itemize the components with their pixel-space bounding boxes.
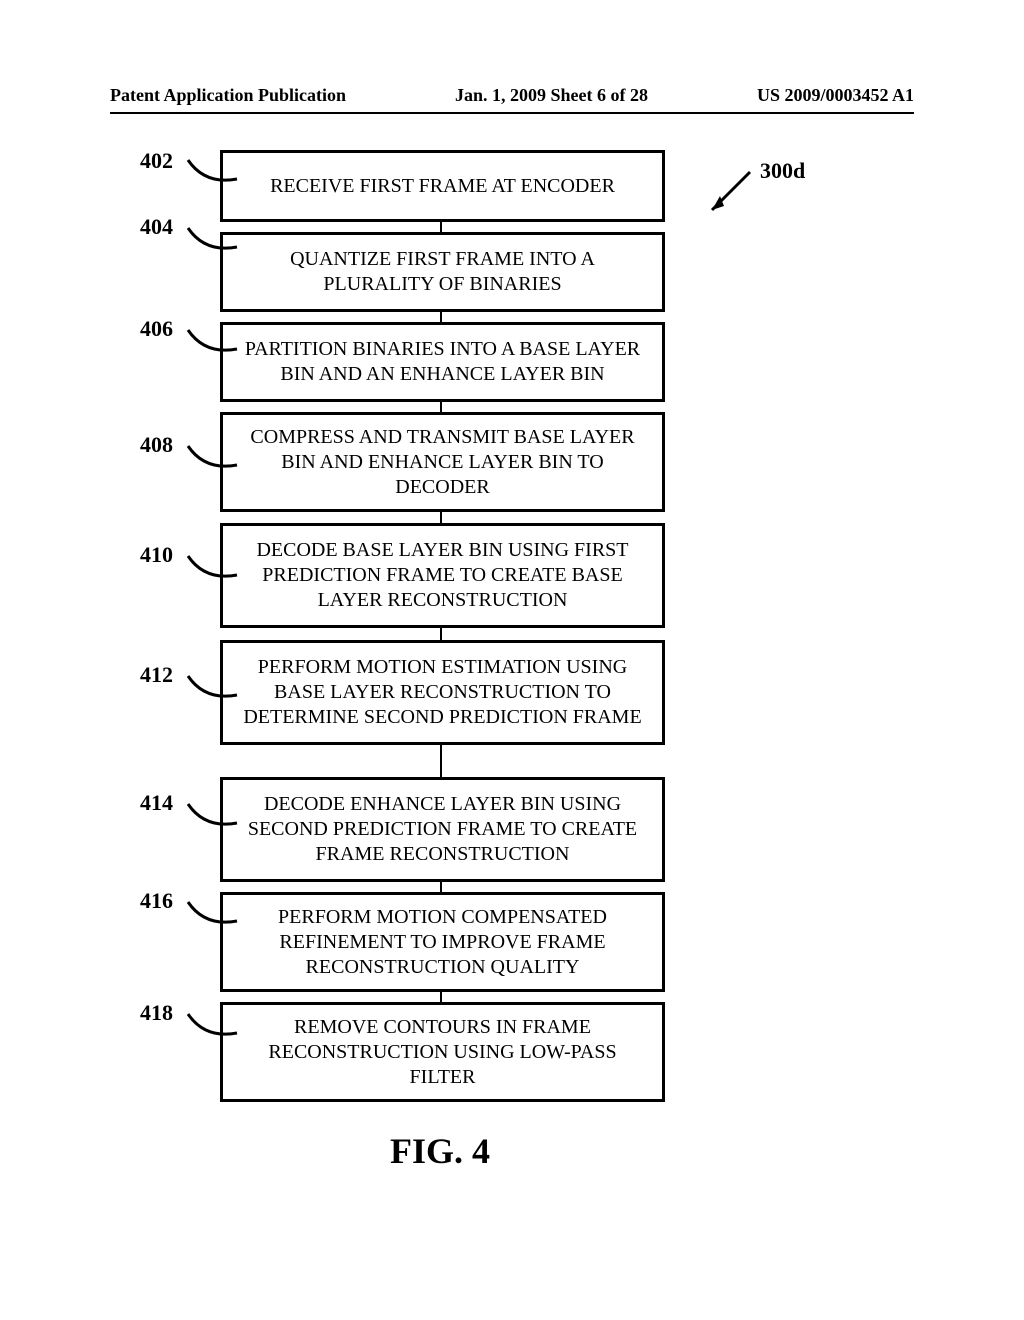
flow-step-ref: 404 bbox=[140, 214, 173, 240]
flow-connector bbox=[440, 882, 442, 892]
flow-connector bbox=[440, 402, 442, 412]
flow-step-box: QUANTIZE FIRST FRAME INTO A PLURALITY OF… bbox=[220, 232, 665, 312]
leader-line bbox=[185, 157, 240, 187]
pointer-label: 300d bbox=[760, 158, 805, 184]
flow-step-box: RECEIVE FIRST FRAME AT ENCODER bbox=[220, 150, 665, 222]
flow-step-ref: 412 bbox=[140, 662, 173, 688]
leader-line bbox=[185, 1011, 240, 1041]
header-rule bbox=[110, 112, 914, 114]
flow-step-box: PARTITION BINARIES INTO A BASE LAYER BIN… bbox=[220, 322, 665, 402]
leader-line bbox=[185, 899, 240, 929]
leader-line bbox=[185, 673, 240, 703]
flow-step-box: REMOVE CONTOURS IN FRAME RECONSTRUCTION … bbox=[220, 1002, 665, 1102]
flow-step-ref: 410 bbox=[140, 542, 173, 568]
header-center: Jan. 1, 2009 Sheet 6 of 28 bbox=[455, 85, 648, 106]
flow-connector bbox=[440, 628, 442, 640]
flow-step-ref: 414 bbox=[140, 790, 173, 816]
leader-line bbox=[185, 801, 240, 831]
flow-step-ref: 402 bbox=[140, 148, 173, 174]
flow-connector bbox=[440, 745, 442, 777]
header-right: US 2009/0003452 A1 bbox=[757, 85, 914, 106]
flow-step-ref: 416 bbox=[140, 888, 173, 914]
flow-step-ref: 418 bbox=[140, 1000, 173, 1026]
page: Patent Application Publication Jan. 1, 2… bbox=[0, 0, 1024, 1320]
flow-connector bbox=[440, 222, 442, 232]
leader-line bbox=[185, 443, 240, 473]
leader-line bbox=[185, 327, 240, 357]
flow-step-ref: 408 bbox=[140, 432, 173, 458]
leader-line bbox=[185, 225, 240, 255]
flow-step-ref: 406 bbox=[140, 316, 173, 342]
flow-step-box: PERFORM MOTION COMPENSATED REFINEMENT TO… bbox=[220, 892, 665, 992]
header-left: Patent Application Publication bbox=[110, 85, 346, 106]
flow-connector bbox=[440, 512, 442, 523]
flow-connector bbox=[440, 992, 442, 1002]
flow-step-box: DECODE ENHANCE LAYER BIN USING SECOND PR… bbox=[220, 777, 665, 882]
page-header: Patent Application Publication Jan. 1, 2… bbox=[0, 85, 1024, 106]
flow-step-box: PERFORM MOTION ESTIMATION USING BASE LAY… bbox=[220, 640, 665, 745]
leader-line bbox=[185, 553, 240, 583]
figure-caption: FIG. 4 bbox=[390, 1130, 490, 1172]
flow-connector bbox=[440, 312, 442, 322]
flow-step-box: COMPRESS AND TRANSMIT BASE LAYER BIN AND… bbox=[220, 412, 665, 512]
flow-step-box: DECODE BASE LAYER BIN USING FIRST PREDIC… bbox=[220, 523, 665, 628]
